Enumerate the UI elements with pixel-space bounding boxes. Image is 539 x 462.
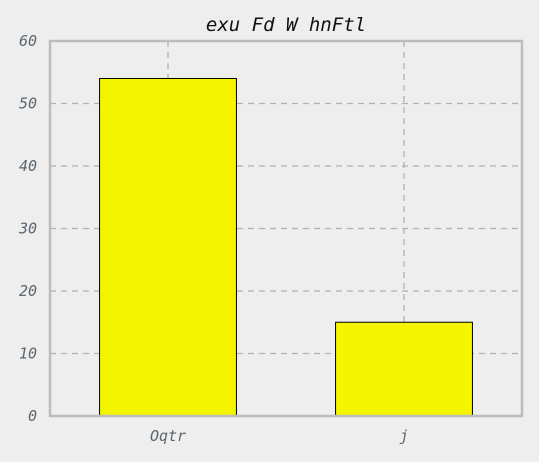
bar-Oqtr: [99, 78, 237, 417]
x-axis-ticks: Oqtr j: [150, 427, 409, 445]
y-tick-label: 0: [28, 407, 37, 425]
y-tick-label: 50: [19, 95, 37, 113]
y-axis-ticks: 0 10 20 30 40 50 60: [18, 32, 37, 425]
plot-frame: [48, 39, 524, 418]
x-tick-label: j: [399, 427, 408, 445]
y-tick-label: 30: [18, 220, 37, 238]
y-tick-label: 40: [19, 157, 37, 175]
bar-j: [335, 321, 473, 417]
y-tick-label: 60: [19, 32, 37, 50]
x-tick-label: Oqtr: [150, 427, 186, 445]
y-tick-label: 10: [19, 345, 37, 363]
bars: [99, 78, 473, 417]
y-tick-label: 20: [19, 282, 37, 300]
chart-title: exu Fd W hnFtl: [206, 14, 366, 36]
